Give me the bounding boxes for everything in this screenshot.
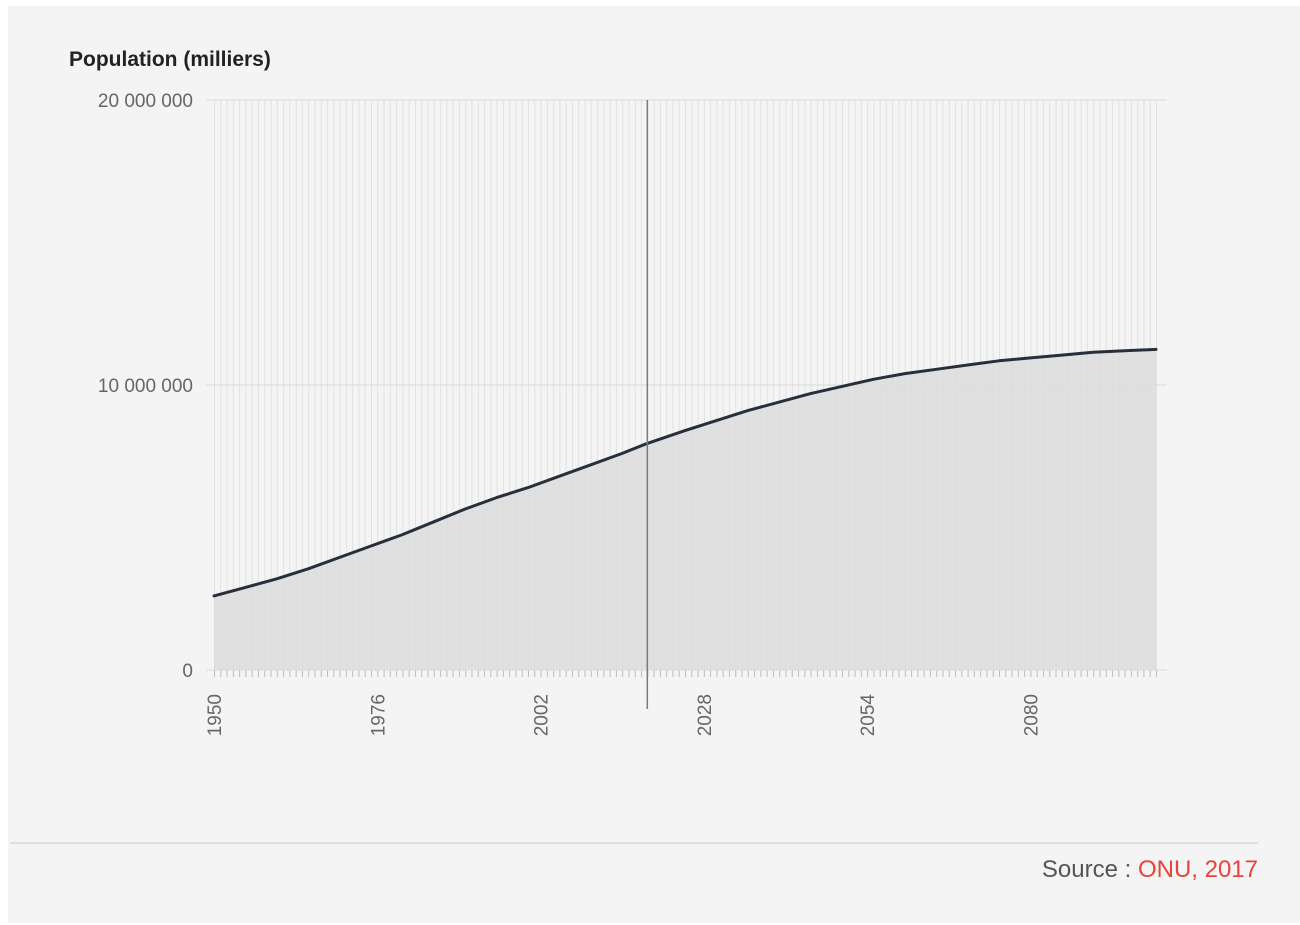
y-axis-title: Population (milliers)	[69, 48, 271, 71]
y-tick-label: 0	[182, 661, 193, 682]
source-line: Source : ONU, 2017	[1042, 856, 1258, 884]
series-line	[212, 347, 1158, 598]
x-tick-label: 1950	[205, 694, 226, 736]
footer-divider	[10, 842, 1258, 844]
x-tick-label: 2028	[695, 694, 716, 736]
x-tick-label: 2002	[532, 694, 553, 736]
x-tick-label: 2054	[858, 694, 879, 737]
series-area	[214, 349, 1156, 670]
y-tick-label: 10 000 000	[98, 376, 193, 397]
x-tick-label: 1976	[368, 694, 389, 736]
axis-layer: 0 10 000 000 20 000 000 1950 1976 2002 2028 205…	[98, 91, 1042, 736]
x-tick-label: 2080	[1021, 694, 1042, 736]
source-label: Source :	[1041, 856, 1138, 883]
y-tick-label: 20 000 000	[98, 91, 193, 112]
source-link[interactable]: ONU, 2017	[1137, 856, 1258, 883]
area-layer	[212, 347, 1158, 670]
